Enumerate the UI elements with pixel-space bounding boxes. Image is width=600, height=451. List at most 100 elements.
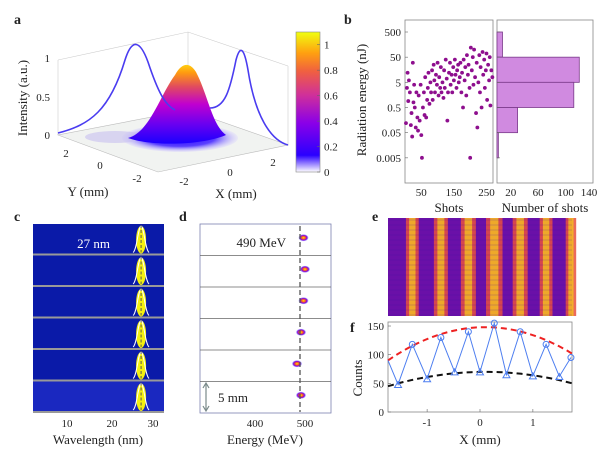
scatter-point xyxy=(467,86,472,90)
fringe-core xyxy=(409,218,416,316)
scatter-point xyxy=(405,70,410,75)
x-tick-label: 150 xyxy=(446,187,463,199)
spectra-strips xyxy=(33,224,164,413)
scatter-point xyxy=(477,53,482,58)
scatter-point xyxy=(463,65,468,70)
scatter-point xyxy=(481,72,486,77)
peak-marker xyxy=(408,340,416,348)
histogram-bar xyxy=(496,81,575,108)
x-projection-curve xyxy=(57,43,176,134)
fringe-core xyxy=(464,218,473,316)
colorbar-tick-label: 0.4 xyxy=(324,116,338,128)
y-tick-label: 0.005 xyxy=(376,153,401,165)
scatter-point xyxy=(489,68,494,73)
peak-marker xyxy=(567,354,575,362)
scatter-point xyxy=(411,100,416,105)
x-tick-label: -1 xyxy=(423,417,432,429)
panel-e: e xyxy=(372,210,577,316)
panel-label-d: d xyxy=(179,210,187,225)
scatter-point xyxy=(410,134,415,139)
x-tick-label: 0 xyxy=(477,417,483,429)
colorbar-ticks: 0 0.2 0.4 0.6 0.8 1 xyxy=(317,40,338,179)
scatter-point xyxy=(421,105,425,110)
scatter-point xyxy=(466,62,471,67)
scatter-point xyxy=(430,98,435,102)
x-tick-label: 1 xyxy=(530,417,536,429)
scatter-point xyxy=(483,68,488,73)
scatter-point xyxy=(414,90,419,95)
scatter-point xyxy=(484,51,489,56)
scatter-point xyxy=(445,118,450,123)
scatter-point xyxy=(459,90,464,95)
panel-label-c: c xyxy=(14,210,20,225)
histogram-bar xyxy=(496,132,499,159)
energy-annotation: 490 MeV xyxy=(237,235,287,250)
x-tick: 400 xyxy=(247,418,264,430)
b-ticks: 500 50 5 0.5 0.05 0.005 50 150 250 20 60 100 140 xyxy=(376,27,598,199)
scatter-point xyxy=(444,76,449,81)
x-tick: 500 xyxy=(297,418,314,430)
electron-spot xyxy=(300,265,310,273)
scatter-points xyxy=(404,45,495,160)
scatter-point xyxy=(448,60,452,65)
x-tick-label: 140 xyxy=(581,187,598,199)
scatter-point xyxy=(454,86,459,90)
panel-f: f 0 50 100 150 -1 0 1 Counts X (mm) xyxy=(350,319,575,447)
scatter-point xyxy=(453,72,458,77)
fringe-core xyxy=(568,218,574,316)
electron-spot xyxy=(298,297,309,305)
intensity-base-halo xyxy=(85,131,145,143)
scatter-point xyxy=(415,115,420,120)
z-tick: 0 xyxy=(45,130,51,142)
panel-b: b 500 50 5 0.5 0.05 0.005 50 150 250 20 60 100 140 R… xyxy=(344,13,598,215)
scatter-point xyxy=(424,115,429,120)
scatter-point xyxy=(419,133,424,138)
x-tick: -2 xyxy=(179,176,188,188)
trough-marker xyxy=(554,372,564,380)
histogram-bars xyxy=(496,31,580,159)
f-axes xyxy=(387,321,573,413)
scatter-point xyxy=(429,90,433,95)
scatter-point xyxy=(468,45,473,50)
x-axis-label-shots: Shots xyxy=(435,200,464,215)
panel-c: c 27 nm 10 20 30 Wavelength (nm) xyxy=(14,210,164,447)
scatter-point xyxy=(490,75,495,80)
colorbar xyxy=(295,31,321,173)
scatter-point xyxy=(420,155,424,160)
scatter-point xyxy=(412,105,417,110)
colorbar-tick-label: 0.8 xyxy=(324,65,338,77)
scatter-point xyxy=(447,70,451,75)
trough-marker xyxy=(393,380,403,388)
scatter-point xyxy=(462,78,467,83)
scatter-point xyxy=(412,82,417,87)
scatter-point xyxy=(473,75,477,80)
peak-marker xyxy=(464,328,472,336)
x-tick: 2 xyxy=(270,157,276,169)
scatter-point xyxy=(485,98,490,102)
x-tick: 0 xyxy=(227,167,233,179)
scatter-point xyxy=(478,65,483,70)
scatter-point xyxy=(437,75,442,80)
panel-label-a: a xyxy=(14,13,21,28)
scatter-point xyxy=(438,65,443,70)
electron-spot xyxy=(298,234,309,242)
scatter-point xyxy=(417,118,422,123)
scatter-point xyxy=(436,93,441,98)
histogram-bar xyxy=(496,107,518,134)
scatter-point xyxy=(441,96,446,100)
y-axis-label: Radiation energy (nJ) xyxy=(354,44,369,156)
scale-arrow xyxy=(202,381,210,413)
x-tick-label: 60 xyxy=(533,187,545,199)
scatter-point xyxy=(465,53,469,58)
trough-marker xyxy=(502,370,511,379)
scatter-point xyxy=(479,105,484,110)
y-tick-label: 50 xyxy=(373,378,385,390)
scatter-point xyxy=(474,111,478,115)
x-tick-label: 50 xyxy=(416,187,428,199)
scale-label: 5 mm xyxy=(218,390,248,405)
scatter-point xyxy=(449,72,454,77)
panel-label-b: b xyxy=(344,13,352,28)
scatter-point xyxy=(406,99,411,103)
scatter-point xyxy=(482,86,487,90)
